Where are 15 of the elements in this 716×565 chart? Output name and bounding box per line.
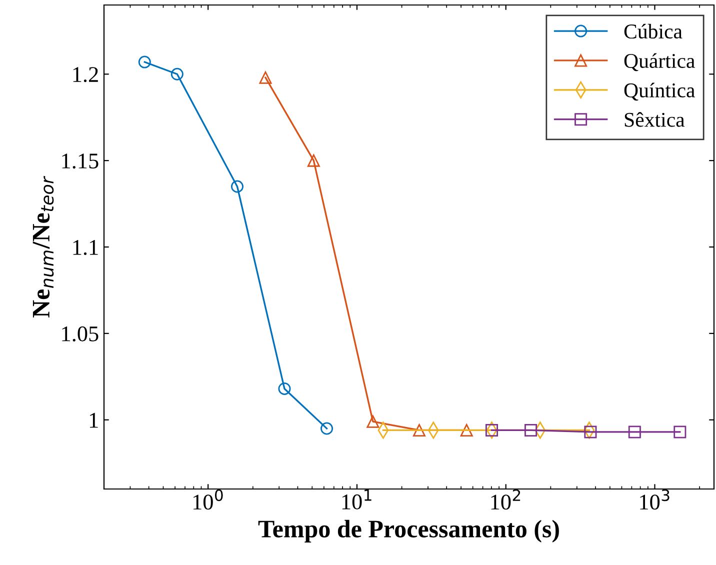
y-tick-label: 1.05 <box>62 326 98 342</box>
y-tick-label: 1.15 <box>62 154 98 169</box>
legend-label: Quíntica <box>624 82 695 101</box>
legend-label: Sêxtica <box>624 112 685 127</box>
legend-label: Quártica <box>624 53 695 72</box>
x-tick-label: 10$^{0}$ <box>193 489 223 510</box>
y-tick-label: 1.1 <box>73 240 98 256</box>
x-tick-label: 10$^{1}$ <box>342 489 372 510</box>
y-axis-title: Ne$_{num}$/Ne$_{teor}$ <box>32 176 54 318</box>
x-tick-label: 10$^{2}$ <box>491 489 520 510</box>
x-axis-title: Tempo de Processamento (s) <box>258 520 559 543</box>
x-tick-label: 10$^{3}$ <box>640 489 670 510</box>
y-tick-label: 1 <box>90 412 98 428</box>
legend-label: Cúbica <box>624 24 682 39</box>
y-tick-label: 1.2 <box>73 67 98 82</box>
